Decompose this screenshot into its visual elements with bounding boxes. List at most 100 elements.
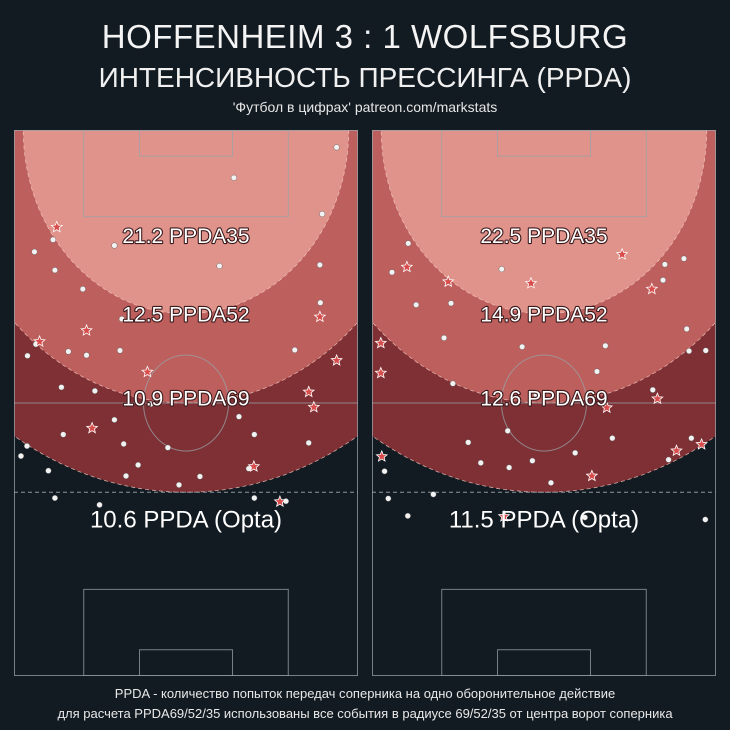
zone-label-ppda69: 10.9 PPDA69	[122, 388, 249, 411]
event-dot	[96, 501, 103, 508]
bottom-six-yard-box	[497, 649, 591, 676]
zone-label-ppda35: 22.5 PPDA35	[480, 225, 607, 248]
event-dot	[388, 269, 395, 276]
event-dot	[680, 255, 687, 262]
event-dot	[498, 266, 505, 273]
defensive-action-star	[375, 449, 389, 462]
event-dot	[147, 401, 154, 408]
event-dot	[581, 514, 588, 521]
event-dot	[572, 449, 579, 456]
defensive-action-star	[374, 366, 388, 379]
event-dot	[405, 240, 412, 247]
defensive-action-star	[302, 385, 316, 398]
ppda-opta-label: 10.6 PPDA (Opta)	[90, 506, 282, 533]
event-dot	[135, 461, 142, 468]
event-dot	[430, 491, 437, 498]
event-dot	[665, 456, 672, 463]
event-dot	[24, 352, 31, 359]
zone-label-ppda52: 14.9 PPDA52	[480, 304, 607, 327]
pitch-hoffenheim: 21.2 PPDA35 12.5 PPDA52 10.9 PPDA69 10.6 PP…	[14, 130, 358, 676]
event-dot	[116, 347, 123, 354]
defensive-action-star	[600, 401, 614, 414]
event-dot	[702, 516, 709, 523]
defensive-action-star	[695, 437, 708, 450]
event-dot	[529, 457, 536, 464]
event-dot	[51, 267, 58, 274]
defensive-action-star	[85, 421, 99, 434]
defensive-action-star	[497, 509, 511, 522]
footnote-line-2: для расчета PPDA69/52/35 использованы вс…	[57, 706, 673, 721]
event-dot	[316, 261, 323, 268]
event-dot	[381, 468, 388, 475]
centre-circle	[142, 354, 230, 452]
defensive-action-star	[670, 444, 683, 457]
zone-ppda35	[22, 130, 350, 315]
event-dot	[58, 384, 65, 391]
event-dot	[251, 495, 258, 502]
bottom-penalty-box	[83, 588, 289, 676]
top-six-yard-box	[139, 130, 233, 157]
credit-line: 'Футбол в цифрах' patreon.com/markstats	[232, 99, 498, 115]
event-dot	[17, 453, 24, 460]
event-dot	[91, 387, 98, 394]
event-dot	[441, 334, 448, 341]
ppda-opta-label: 11.5 PPDA (Opta)	[449, 506, 639, 533]
defensive-action-star	[247, 459, 261, 472]
event-dot	[333, 144, 340, 151]
event-dot	[60, 431, 67, 438]
page-subtitle: ИНТЕНСИВНОСТЬ ПРЕССИНГА (PPDA)	[98, 62, 632, 93]
event-dot	[385, 495, 392, 502]
event-dot	[251, 431, 258, 438]
event-dot	[230, 174, 237, 181]
footnote-line-1: PPDA - количество попыток передач соперн…	[114, 686, 616, 701]
event-dot	[123, 472, 130, 479]
bottom-penalty-box	[441, 588, 647, 676]
defensive-action-star	[50, 220, 64, 233]
page-title: HOFFENHEIM 3 : 1 WOLFSBURG	[101, 18, 629, 55]
defensive-action-star	[400, 260, 414, 273]
event-dot	[50, 236, 57, 243]
event-dot	[79, 286, 86, 293]
event-dot	[83, 352, 90, 359]
event-dot	[65, 348, 72, 355]
event-dot	[51, 495, 58, 502]
defensive-action-star	[645, 282, 659, 295]
zone-ppda35	[380, 130, 708, 315]
defensive-action-star	[80, 323, 93, 336]
event-dot	[118, 316, 125, 323]
event-dot	[176, 481, 183, 488]
event-dot	[413, 301, 420, 308]
event-dot	[449, 380, 456, 387]
defensive-action-star	[374, 336, 388, 349]
defensive-action-star	[141, 365, 154, 378]
event-dot	[602, 342, 609, 349]
event-dot	[31, 248, 38, 255]
event-dot	[506, 464, 513, 471]
event-dot	[683, 325, 690, 332]
event-dot	[317, 299, 324, 306]
event-dot	[477, 459, 484, 466]
event-dot	[686, 348, 693, 355]
event-dot	[319, 210, 326, 217]
defensive-action-star	[307, 400, 321, 413]
top-six-yard-box	[497, 130, 591, 157]
event-dot	[164, 444, 171, 451]
defensive-action-star	[330, 353, 343, 366]
defensive-action-star	[313, 310, 327, 323]
event-dot	[45, 467, 52, 474]
pitch-wolfsburg: 22.5 PPDA35 14.9 PPDA52 12.6 PPDA69 11.5 PP…	[372, 130, 716, 676]
event-dot	[404, 512, 411, 519]
defensive-action-star	[615, 247, 629, 260]
event-dot	[504, 427, 511, 434]
event-dot	[448, 300, 455, 307]
event-dot	[609, 435, 616, 442]
event-dot	[111, 242, 118, 249]
defensive-action-star	[273, 495, 287, 508]
event-dot	[547, 479, 554, 486]
event-dot	[291, 346, 298, 353]
event-dot	[533, 391, 540, 398]
top-penalty-box	[441, 130, 647, 218]
bottom-six-yard-box	[139, 649, 233, 676]
defensive-action-star	[524, 276, 538, 289]
